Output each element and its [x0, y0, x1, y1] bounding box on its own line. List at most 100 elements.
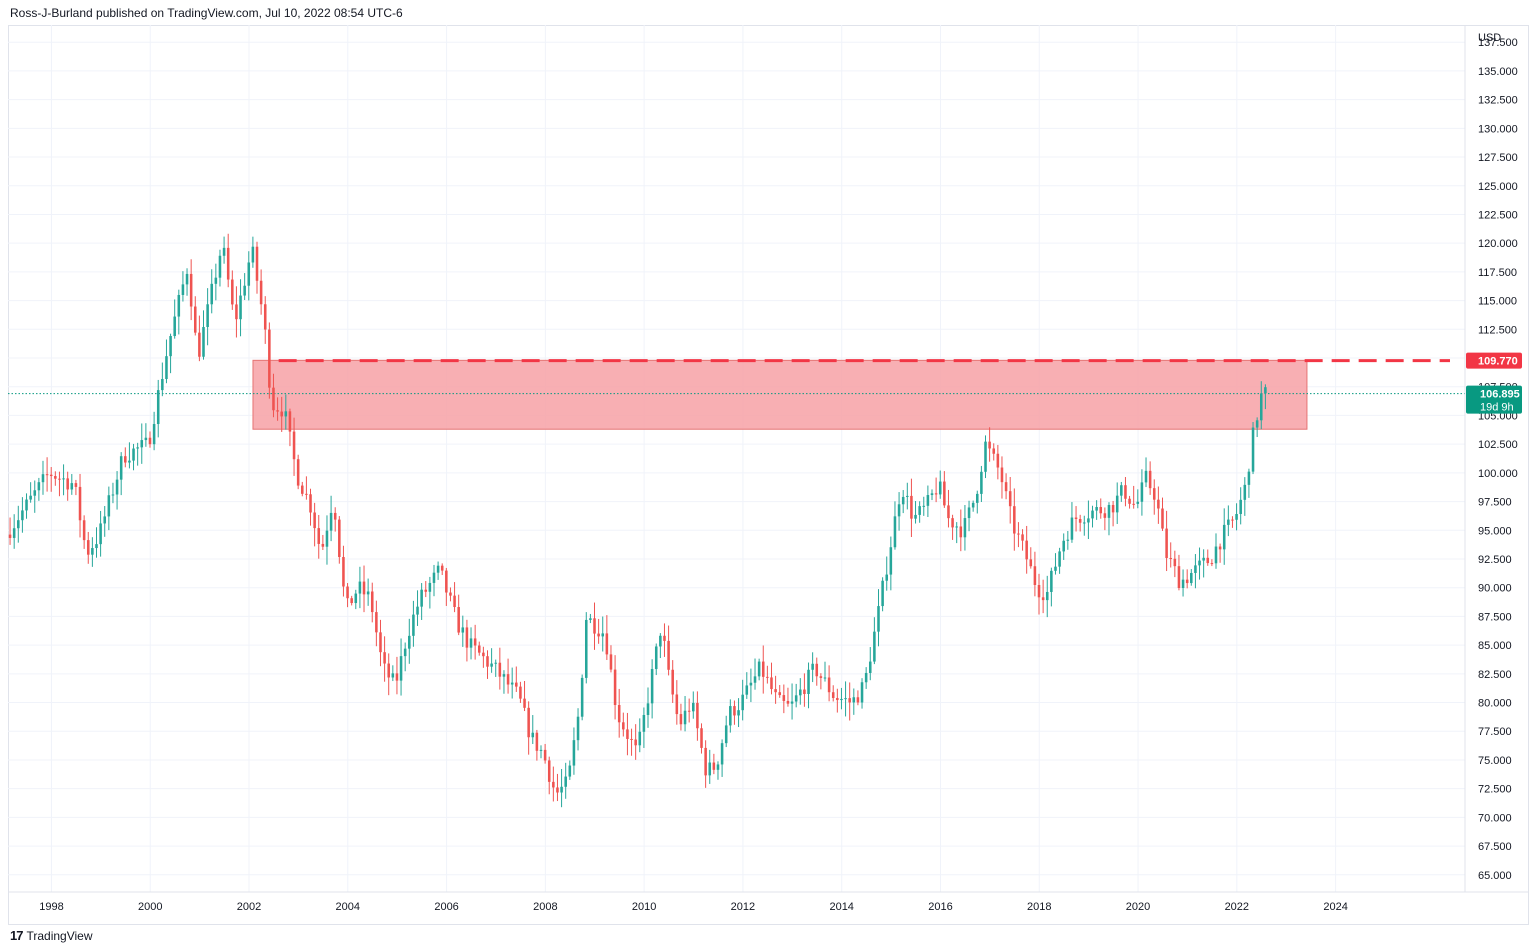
candle — [1037, 573, 1041, 615]
candle — [914, 501, 917, 524]
price-tick-label: 87.500 — [1478, 611, 1512, 623]
candle — [206, 288, 209, 346]
candle — [539, 745, 543, 759]
candle — [1152, 479, 1156, 515]
candle — [317, 514, 321, 559]
candle — [461, 615, 465, 647]
candle — [358, 566, 362, 609]
candle — [803, 673, 806, 707]
candle — [292, 417, 296, 476]
candle — [708, 749, 712, 784]
candle — [1033, 551, 1037, 597]
candle — [268, 322, 271, 399]
candle — [992, 443, 996, 461]
resistance-level-label: 109.770 — [1478, 356, 1518, 368]
candle — [432, 564, 436, 597]
candle — [161, 362, 164, 397]
candle — [305, 476, 308, 500]
candle — [617, 688, 621, 738]
candle — [91, 537, 94, 567]
candle — [733, 700, 736, 725]
candle — [1243, 477, 1247, 516]
candle — [1210, 559, 1214, 567]
candle — [494, 659, 498, 677]
candle — [959, 509, 963, 552]
time-axis[interactable]: 1998 2000 2002 2004 2006 2008 2010 2012 2014 2016… — [39, 901, 1348, 913]
candle — [119, 452, 123, 496]
candle — [1099, 498, 1103, 519]
time-tick-label: 2012 — [731, 901, 755, 913]
candle — [926, 485, 930, 517]
candle — [243, 273, 246, 301]
time-tick-label: 2016 — [928, 901, 952, 913]
candle — [202, 310, 205, 360]
price-tick-label: 127.500 — [1478, 152, 1518, 164]
candle — [848, 682, 851, 721]
candle — [1050, 567, 1053, 607]
candle — [646, 687, 650, 728]
candle — [745, 672, 749, 699]
candle — [301, 481, 304, 497]
candle — [193, 296, 197, 336]
candle — [329, 495, 333, 542]
resistance-zone[interactable] — [252, 359, 1308, 430]
candle — [605, 615, 609, 660]
candle — [893, 501, 897, 550]
time-tick-label: 2018 — [1027, 901, 1051, 913]
candle — [469, 627, 473, 660]
candle — [547, 756, 551, 795]
candle — [663, 623, 666, 657]
candle — [251, 236, 255, 268]
candle — [519, 681, 522, 703]
time-tick-label: 2014 — [829, 901, 853, 913]
candle — [984, 435, 987, 479]
candle — [864, 667, 868, 689]
candle — [440, 563, 444, 576]
candle — [473, 624, 477, 660]
footer-brand[interactable]: 17 TradingView — [10, 928, 93, 943]
price-tick-label: 77.500 — [1478, 726, 1512, 738]
candle — [897, 492, 901, 531]
candle — [552, 766, 555, 802]
candle — [1111, 500, 1115, 527]
candle — [49, 467, 53, 492]
candle — [836, 688, 839, 713]
candle — [955, 522, 958, 544]
candle — [383, 636, 386, 682]
candle — [1132, 485, 1135, 509]
candle — [362, 565, 366, 613]
candle — [609, 645, 613, 673]
price-tick-label: 75.000 — [1478, 755, 1512, 767]
candle — [152, 411, 156, 451]
candle — [852, 688, 856, 715]
candle — [868, 647, 872, 681]
candle — [313, 502, 316, 547]
candle — [819, 673, 823, 690]
candle — [457, 594, 460, 636]
candle — [766, 665, 769, 684]
candle — [840, 687, 843, 710]
last-price-label: 106.895 — [1480, 389, 1520, 401]
candle — [1247, 468, 1251, 498]
time-tick-label: 2000 — [138, 901, 162, 913]
candle — [1083, 515, 1086, 536]
candle — [284, 394, 288, 430]
candle — [189, 259, 193, 321]
candle — [1161, 497, 1164, 531]
price-tick-label: 72.500 — [1478, 784, 1512, 796]
candle — [1120, 481, 1123, 502]
candle — [527, 701, 530, 755]
candle — [354, 589, 358, 610]
price-axis[interactable]: 65.000 67.500 70.000 72.500 75.000 77.500 80.0… — [1478, 37, 1518, 882]
candle — [124, 447, 127, 468]
candle — [716, 761, 720, 780]
price-tick-label: 85.000 — [1478, 640, 1512, 652]
price-tick-label: 82.500 — [1478, 669, 1512, 681]
candle — [1025, 525, 1028, 574]
candle — [8, 517, 12, 545]
candle — [988, 427, 991, 462]
candle — [1148, 461, 1152, 495]
candle — [412, 600, 415, 647]
candle — [222, 236, 226, 264]
